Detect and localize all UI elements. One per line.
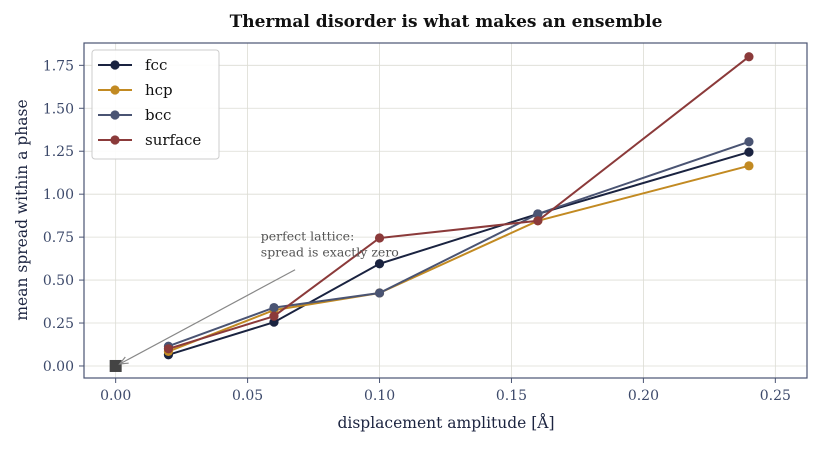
legend-swatch-marker	[110, 85, 120, 95]
y-axis-label: mean spread within a phase	[13, 99, 31, 320]
legend: fcc hcp bcc surface	[91, 49, 220, 160]
x-tick-label: 0.15	[496, 388, 527, 404]
y-tick-label: 1.00	[43, 187, 74, 203]
legend-swatch-marker	[110, 135, 120, 145]
annotation-text-line: spread is exactly zero	[261, 245, 399, 260]
reference-point-marker	[109, 359, 122, 372]
legend-label: surface	[145, 131, 201, 149]
data-point-bcc	[269, 302, 279, 313]
data-point-bcc	[744, 137, 754, 147]
series-bcc	[163, 137, 754, 351]
chart-title: Thermal disorder is what makes an ensemb…	[230, 12, 663, 32]
x-tick-label: 0.05	[232, 388, 263, 404]
data-point-surface	[744, 52, 754, 62]
data-point-surface	[269, 311, 279, 321]
y-tick-label: 0.25	[43, 316, 74, 332]
annotation-arrowhead	[118, 356, 129, 365]
data-point-fcc	[374, 259, 385, 269]
data-point-bcc	[374, 288, 385, 298]
legend-entry-hcp: hcp	[98, 81, 173, 99]
series-hcp	[163, 161, 754, 356]
series-line-surface	[168, 55, 750, 350]
series-line-hcp	[168, 164, 750, 353]
legend-entry-surface: surface	[98, 131, 201, 149]
legend-label: fcc	[145, 56, 167, 74]
legend-entry-bcc: bcc	[98, 106, 171, 124]
x-tick-label: 0.20	[628, 388, 659, 404]
legend-box	[91, 49, 220, 160]
plot-area	[109, 52, 754, 372]
data-point-hcp	[744, 161, 754, 171]
y-tick-label: 1.50	[43, 101, 74, 117]
x-tick-label: 0.00	[100, 388, 131, 404]
y-tick-label: 0.75	[43, 230, 74, 246]
series-line-bcc	[168, 140, 750, 348]
annotation: perfect lattice:spread is exactly zero	[118, 229, 399, 365]
axis-ticks: 0.00 0.05 0.10 0.15 0.20 0.25 0.00 0.25 0.50 0.75…	[43, 58, 791, 404]
legend-label: bcc	[145, 106, 171, 124]
x-axis-label: displacement amplitude [Å]	[337, 414, 554, 432]
data-point-surface	[533, 216, 543, 226]
x-tick-label: 0.10	[364, 388, 395, 404]
legend-swatch-marker	[110, 60, 120, 70]
y-tick-label: 1.75	[43, 58, 74, 74]
plot-frame	[83, 42, 808, 379]
y-tick-label: 1.25	[43, 144, 74, 160]
annotation-text-line: perfect lattice:	[261, 229, 355, 244]
legend-entry-fcc: fcc	[98, 56, 167, 74]
series-surface	[163, 52, 754, 354]
legend-label: hcp	[145, 81, 173, 99]
data-point-bcc	[533, 209, 543, 219]
data-point-fcc	[744, 147, 754, 157]
data-point-surface	[374, 233, 385, 243]
y-tick-label: 0.00	[43, 359, 74, 375]
annotation-arrow	[119, 269, 296, 365]
x-tick-label: 0.25	[760, 388, 791, 404]
y-tick-label: 0.50	[43, 273, 74, 289]
data-point-surface	[163, 344, 174, 354]
legend-swatch-marker	[110, 110, 120, 120]
